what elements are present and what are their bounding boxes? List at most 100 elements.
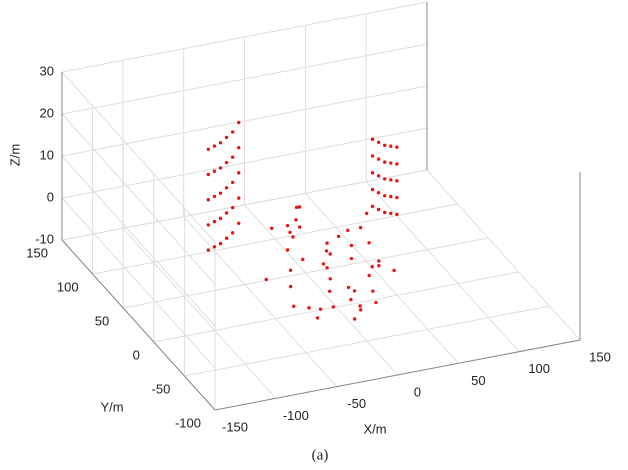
point [264, 277, 268, 282]
y-tick-label: 50 [95, 313, 109, 328]
point [301, 257, 305, 262]
point [370, 204, 375, 209]
point [218, 216, 223, 221]
point [376, 174, 381, 178]
point [327, 289, 332, 293]
point [206, 172, 211, 177]
point [395, 162, 399, 166]
point [383, 177, 387, 181]
point [367, 273, 371, 278]
point [224, 236, 229, 240]
point [206, 147, 211, 151]
grid-line [123, 237, 489, 309]
y-tick-label: 150 [26, 245, 48, 260]
point [270, 226, 274, 230]
point [370, 154, 375, 158]
grid-line [61, 197, 216, 369]
point [349, 297, 353, 302]
point [352, 317, 357, 321]
x-tick-label: -50 [347, 396, 366, 411]
point [230, 205, 235, 210]
point [324, 249, 329, 253]
point [383, 143, 387, 147]
grid-line [61, 1, 428, 73]
point [288, 268, 293, 272]
point [212, 144, 217, 148]
grid-line [365, 181, 520, 353]
axis-line [214, 339, 581, 411]
point [389, 144, 393, 148]
x-tick-label: 150 [589, 349, 611, 364]
point [307, 306, 311, 310]
point [212, 219, 217, 224]
x-tick-label: 100 [528, 361, 550, 376]
grid-line [244, 204, 398, 376]
grid-line [92, 203, 458, 275]
point [237, 171, 241, 175]
point [389, 194, 393, 199]
point [328, 277, 332, 281]
point [224, 211, 229, 215]
grid-line [426, 169, 581, 341]
point [206, 223, 211, 227]
y-tick-label: -50 [152, 381, 171, 396]
point [230, 231, 235, 235]
point [358, 304, 362, 308]
point [292, 304, 296, 309]
point [218, 166, 223, 170]
y-tick-label: -100 [175, 415, 201, 430]
x-axis-label: X/m [363, 421, 386, 436]
point [206, 248, 211, 252]
point [285, 248, 290, 252]
point [212, 245, 217, 249]
point [237, 196, 241, 200]
point [224, 160, 229, 165]
point [285, 223, 290, 228]
point [392, 268, 396, 273]
point [395, 179, 399, 183]
z-tick-label: 0 [47, 189, 54, 204]
point [325, 241, 329, 245]
z-tick-label: -10 [35, 231, 54, 246]
point [377, 263, 381, 268]
point [297, 225, 302, 229]
point [230, 155, 235, 159]
point [389, 161, 393, 165]
point [218, 191, 223, 195]
point [370, 187, 375, 192]
z-tick-label: 20 [40, 105, 54, 120]
point [346, 285, 351, 290]
point [395, 195, 399, 200]
point [389, 178, 393, 182]
point [376, 157, 381, 161]
point [288, 284, 293, 289]
point [358, 225, 363, 230]
point [376, 207, 381, 212]
grid-line [122, 227, 277, 399]
point [349, 243, 354, 248]
grid-line [184, 305, 550, 377]
point [364, 211, 369, 216]
point [224, 186, 229, 190]
point [237, 120, 241, 125]
point [383, 194, 387, 198]
grid-line [153, 271, 519, 343]
point [377, 259, 381, 263]
point [206, 198, 211, 202]
x-tick-label: 50 [471, 373, 485, 388]
point [212, 169, 217, 173]
z-tick-label: 30 [40, 63, 54, 78]
point [349, 256, 354, 261]
point [352, 289, 357, 293]
point [376, 190, 381, 195]
point [218, 241, 223, 246]
point [370, 137, 375, 141]
grid-line [61, 43, 428, 115]
y-tick-label: 0 [133, 347, 140, 362]
point [395, 212, 399, 217]
x-tick-label: 0 [414, 384, 421, 399]
point [325, 266, 329, 270]
grid-line [61, 85, 428, 157]
point [321, 262, 326, 266]
point [376, 140, 381, 144]
